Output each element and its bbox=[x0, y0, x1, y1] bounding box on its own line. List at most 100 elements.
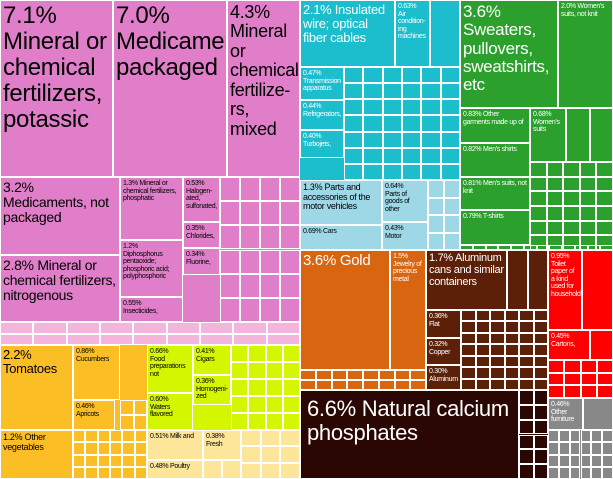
treemap-cell-unlabeled bbox=[265, 345, 283, 362]
treemap-cell[interactable]: 1.2% Diphosphorus pentaoxide; phosphoric … bbox=[120, 240, 183, 297]
treemap-cell-unlabeled bbox=[260, 462, 281, 479]
treemap-cell[interactable]: 0.95% Toilet paper of a kind used for hou… bbox=[548, 250, 582, 330]
treemap-cell[interactable]: 0.34% Fluorine, bbox=[183, 248, 220, 275]
treemap-cell-unlabeled bbox=[523, 245, 537, 250]
treemap-cell[interactable]: 0.40% Turbojets, bbox=[300, 130, 344, 158]
treemap-cell[interactable]: 0.66% Food preparations not bbox=[147, 345, 193, 393]
treemap-cell-unlabeled bbox=[402, 163, 422, 180]
cell-percent: 0.44% bbox=[303, 103, 322, 110]
treemap-cell-unlabeled bbox=[579, 206, 597, 221]
treemap-cell[interactable]: 0.44% Refrigerators, bbox=[300, 100, 344, 130]
treemap-cell-unlabeled bbox=[382, 99, 402, 116]
treemap-cell[interactable]: 2.0% Women's suits, not knit bbox=[558, 0, 613, 108]
treemap-cell-unlabeled bbox=[563, 220, 580, 236]
treemap-cell-unlabeled bbox=[265, 396, 283, 413]
cell-percent: 0.46% bbox=[551, 401, 570, 408]
treemap-cell-unlabeled bbox=[596, 206, 613, 221]
treemap-cell-unlabeled bbox=[85, 430, 98, 443]
treemap-cell[interactable]: 3.6% Sweaters, pullovers, sweatshirts, et… bbox=[460, 0, 558, 108]
treemap-cell[interactable]: 1.3% Mineral or chemical fertilizers, ph… bbox=[120, 177, 183, 240]
treemap-cell-unlabeled bbox=[519, 464, 534, 479]
cell-percent: 0.30% bbox=[429, 368, 448, 375]
treemap-cell[interactable]: 0.35% Chlorides, bbox=[183, 222, 220, 248]
treemap-cell-unlabeled bbox=[475, 321, 490, 333]
treemap-cell-unlabeled bbox=[563, 206, 580, 221]
treemap-cell[interactable]: 0.55% Insecticides, bbox=[120, 297, 183, 322]
treemap-cell[interactable]: 7.1% Mineral or chemical fertilizers, pot… bbox=[0, 0, 113, 177]
treemap-cell-unlabeled bbox=[490, 332, 505, 345]
treemap-cell[interactable]: 0.82% Men's shirts bbox=[460, 143, 530, 177]
cell-label: T-shirts bbox=[482, 213, 504, 220]
treemap-cell-unlabeled bbox=[527, 250, 548, 310]
treemap-cell-unlabeled bbox=[110, 454, 123, 467]
treemap-cell[interactable]: 0.30% Aluminum bbox=[426, 365, 461, 390]
treemap-cell-unlabeled bbox=[315, 380, 332, 390]
treemap-cell[interactable]: 0.79% T-shirts bbox=[460, 210, 530, 245]
treemap-cell[interactable]: 1.5% Jewelry of precious metal bbox=[390, 250, 426, 370]
treemap-cell-unlabeled bbox=[546, 162, 564, 177]
treemap-cell[interactable]: 2.8% Mineral or chemical fertilizers, ni… bbox=[0, 255, 120, 322]
treemap-cell-unlabeled bbox=[511, 245, 524, 250]
treemap-cell[interactable]: 0.41% Cigars bbox=[193, 345, 231, 375]
treemap-cell[interactable]: 0.46% Other furniture bbox=[548, 398, 583, 430]
treemap-cell-unlabeled bbox=[428, 232, 444, 250]
treemap-cell[interactable]: 0.53% Halogen-ated, sulfonated, bbox=[183, 177, 220, 222]
treemap-cell[interactable]: 0.36% Homogeni-zed bbox=[193, 375, 231, 405]
treemap-cell[interactable]: 7.0%Medicaments, packaged bbox=[113, 0, 227, 177]
treemap-cell-unlabeled bbox=[440, 131, 460, 148]
treemap-cell[interactable]: 0.64% Parts of goods of other bbox=[382, 180, 428, 222]
treemap-cell[interactable]: 0.51% Milk and bbox=[147, 430, 203, 460]
cell-label: Transmission apparatus bbox=[303, 77, 341, 93]
treemap-cell-unlabeled bbox=[248, 413, 266, 430]
treemap-cell[interactable]: 0.48% Poultry bbox=[147, 460, 203, 479]
cell-percent: 0.55% bbox=[123, 300, 142, 307]
treemap-cell[interactable]: 0.43% Motor bbox=[382, 222, 428, 250]
treemap-cell[interactable]: 1.3% Parts and accessories of the motor … bbox=[300, 180, 382, 225]
treemap-cell[interactable]: 0.38% Fresh bbox=[203, 430, 241, 460]
treemap-cell-unlabeled bbox=[530, 220, 547, 236]
treemap-cell[interactable]: 2.2% Tomatoes bbox=[0, 345, 73, 430]
treemap-cell[interactable]: 0.81% Men's suits, not knit bbox=[460, 177, 530, 210]
treemap-cell-unlabeled bbox=[134, 454, 147, 467]
treemap-cell-unlabeled bbox=[402, 131, 422, 148]
treemap-cell[interactable]: 1.7% Aluminum cans and similar container… bbox=[426, 250, 507, 310]
treemap-cell[interactable]: 0.60% Waters flavored bbox=[147, 393, 193, 430]
treemap-cell[interactable]: 0.63% Air condition-ing machines bbox=[395, 0, 430, 67]
treemap-cell-unlabeled bbox=[241, 446, 261, 463]
treemap-cell-unlabeled bbox=[231, 396, 249, 413]
treemap-cell[interactable]: 3.2% Medicaments, not packaged bbox=[0, 177, 120, 255]
treemap-cell[interactable]: 4.3% Mineral or chemical fertilize-rs, mi… bbox=[227, 0, 300, 177]
cell-percent: 7.1% bbox=[3, 2, 57, 29]
treemap-cell[interactable]: 0.45% Cartons, bbox=[548, 330, 590, 360]
treemap-cell[interactable]: 2.1% Insulated wire; optical fiber cable… bbox=[300, 0, 395, 67]
treemap-cell-unlabeled bbox=[546, 176, 564, 192]
treemap-cell-unlabeled bbox=[530, 176, 547, 192]
treemap-cell[interactable]: 0.36% Flat bbox=[426, 310, 461, 338]
treemap-cell[interactable]: 0.83% Other garments made up of bbox=[460, 108, 530, 143]
treemap-cell-unlabeled bbox=[97, 430, 110, 443]
treemap-cell-unlabeled bbox=[266, 322, 300, 334]
treemap-cell[interactable]: 3.6% Gold bbox=[300, 250, 390, 370]
treemap-cell[interactable]: 0.46% Apricots bbox=[73, 400, 115, 430]
treemap-cell[interactable]: 0.69% Cars bbox=[300, 225, 382, 250]
treemap-cell-unlabeled bbox=[490, 355, 505, 368]
cell-percent: 0.32% bbox=[429, 341, 448, 348]
treemap-cell-unlabeled bbox=[33, 322, 67, 334]
treemap-cell-unlabeled bbox=[394, 380, 411, 390]
treemap-cell[interactable]: 0.68% Women's suits bbox=[530, 108, 566, 162]
treemap-cell[interactable]: 1.2% Other vegetables bbox=[0, 430, 73, 479]
cell-label: Cartons, bbox=[551, 340, 576, 348]
treemap-cell-unlabeled bbox=[134, 466, 147, 479]
treemap-cell[interactable]: 6.6% Natural calcium phosphates bbox=[300, 390, 519, 479]
cell-label: Homogeni-zed bbox=[196, 385, 228, 401]
treemap-cell-unlabeled bbox=[444, 232, 460, 250]
treemap-cell-unlabeled bbox=[564, 372, 581, 386]
treemap-cell-unlabeled bbox=[461, 355, 476, 368]
treemap-cell-unlabeled bbox=[85, 454, 98, 467]
treemap-cell[interactable]: 0.32% Copper bbox=[426, 338, 461, 365]
treemap-cell[interactable]: 0.86% Cucumbers bbox=[73, 345, 120, 400]
treemap-cell[interactable]: 0.47% Transmission apparatus bbox=[300, 67, 344, 100]
treemap-cell-unlabeled bbox=[248, 379, 266, 396]
treemap-cell-unlabeled bbox=[97, 454, 110, 467]
treemap-cell-unlabeled bbox=[440, 67, 460, 84]
